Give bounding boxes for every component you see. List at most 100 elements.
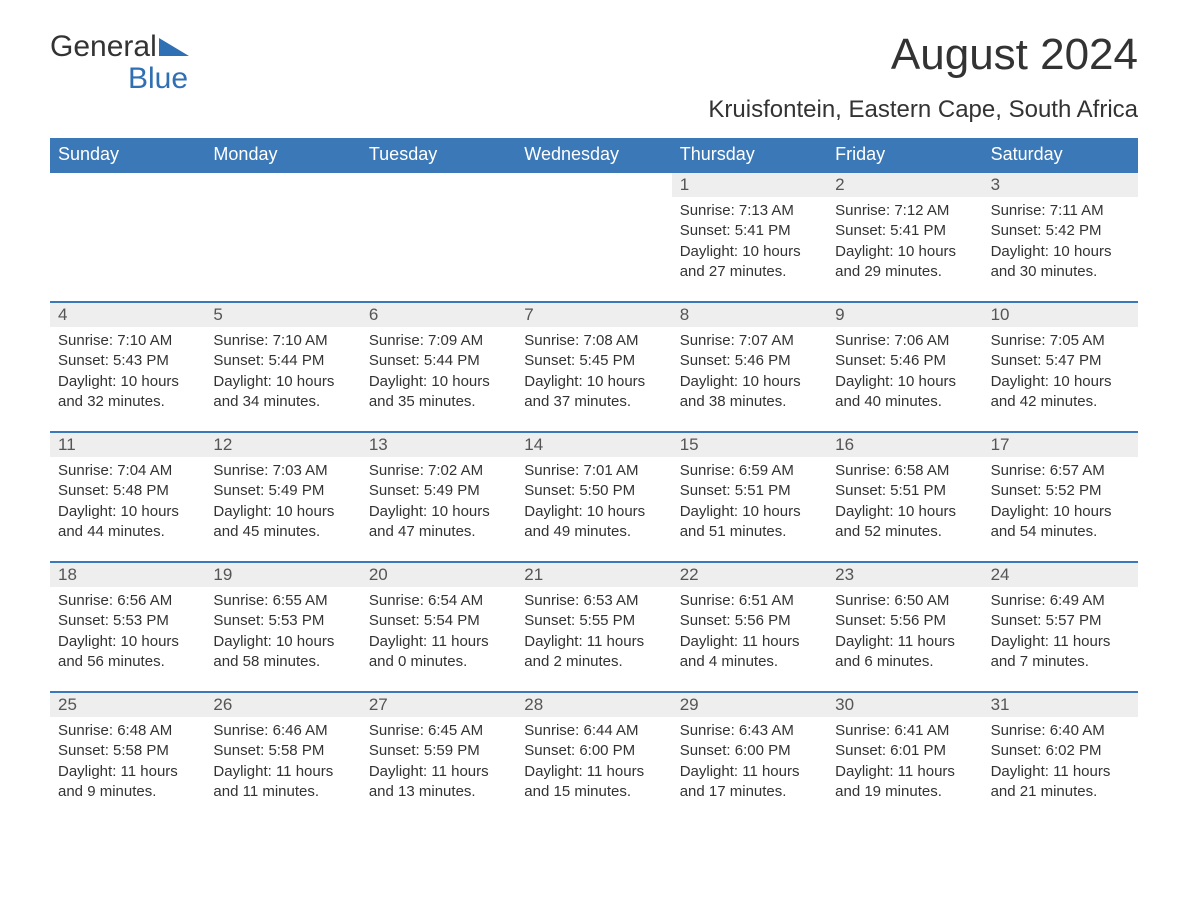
day-number: 3 <box>983 173 1138 197</box>
day-cell: 30Sunrise: 6:41 AMSunset: 6:01 PMDayligh… <box>827 691 982 821</box>
daylight-text: Daylight: 11 hours and 0 minutes. <box>369 632 508 673</box>
weekday-header: Tuesday <box>361 138 516 171</box>
sunset-text: Sunset: 5:51 PM <box>680 481 819 501</box>
sunset-text: Sunset: 5:42 PM <box>991 221 1130 241</box>
day-number: 14 <box>516 433 671 457</box>
day-number: 6 <box>361 303 516 327</box>
day-cell: 14Sunrise: 7:01 AMSunset: 5:50 PMDayligh… <box>516 431 671 561</box>
day-cell: 26Sunrise: 6:46 AMSunset: 5:58 PMDayligh… <box>205 691 360 821</box>
day-cell: 18Sunrise: 6:56 AMSunset: 5:53 PMDayligh… <box>50 561 205 691</box>
day-body: Sunrise: 7:01 AMSunset: 5:50 PMDaylight:… <box>516 457 671 556</box>
sunset-text: Sunset: 5:50 PM <box>524 481 663 501</box>
day-cell: 5Sunrise: 7:10 AMSunset: 5:44 PMDaylight… <box>205 301 360 431</box>
sunrise-text: Sunrise: 7:08 AM <box>524 331 663 351</box>
sunrise-text: Sunrise: 6:51 AM <box>680 591 819 611</box>
sunrise-text: Sunrise: 6:46 AM <box>213 721 352 741</box>
day-body: Sunrise: 7:06 AMSunset: 5:46 PMDaylight:… <box>827 327 982 426</box>
sunset-text: Sunset: 5:49 PM <box>369 481 508 501</box>
day-number: 15 <box>672 433 827 457</box>
sunrise-text: Sunrise: 6:44 AM <box>524 721 663 741</box>
sunset-text: Sunset: 6:00 PM <box>524 741 663 761</box>
day-number: 5 <box>205 303 360 327</box>
day-body: Sunrise: 6:53 AMSunset: 5:55 PMDaylight:… <box>516 587 671 686</box>
sunrise-text: Sunrise: 6:57 AM <box>991 461 1130 481</box>
day-cell <box>50 171 205 301</box>
day-body: Sunrise: 7:10 AMSunset: 5:44 PMDaylight:… <box>205 327 360 426</box>
sunrise-text: Sunrise: 6:53 AM <box>524 591 663 611</box>
day-cell <box>205 171 360 301</box>
daylight-text: Daylight: 10 hours and 42 minutes. <box>991 372 1130 413</box>
day-cell: 23Sunrise: 6:50 AMSunset: 5:56 PMDayligh… <box>827 561 982 691</box>
daylight-text: Daylight: 11 hours and 7 minutes. <box>991 632 1130 673</box>
calendar-grid: SundayMondayTuesdayWednesdayThursdayFrid… <box>50 138 1138 821</box>
weekday-header: Monday <box>205 138 360 171</box>
sunrise-text: Sunrise: 6:45 AM <box>369 721 508 741</box>
day-cell: 20Sunrise: 6:54 AMSunset: 5:54 PMDayligh… <box>361 561 516 691</box>
sunset-text: Sunset: 5:52 PM <box>991 481 1130 501</box>
sunset-text: Sunset: 5:55 PM <box>524 611 663 631</box>
day-number: 27 <box>361 693 516 717</box>
day-cell: 3Sunrise: 7:11 AMSunset: 5:42 PMDaylight… <box>983 171 1138 301</box>
day-body: Sunrise: 7:07 AMSunset: 5:46 PMDaylight:… <box>672 327 827 426</box>
daylight-text: Daylight: 10 hours and 58 minutes. <box>213 632 352 673</box>
day-number: 23 <box>827 563 982 587</box>
day-body: Sunrise: 6:40 AMSunset: 6:02 PMDaylight:… <box>983 717 1138 816</box>
day-number: 12 <box>205 433 360 457</box>
sunrise-text: Sunrise: 6:40 AM <box>991 721 1130 741</box>
weekday-header: Wednesday <box>516 138 671 171</box>
sunset-text: Sunset: 6:00 PM <box>680 741 819 761</box>
daylight-text: Daylight: 11 hours and 15 minutes. <box>524 762 663 803</box>
day-cell: 1Sunrise: 7:13 AMSunset: 5:41 PMDaylight… <box>672 171 827 301</box>
daylight-text: Daylight: 10 hours and 37 minutes. <box>524 372 663 413</box>
sunrise-text: Sunrise: 7:07 AM <box>680 331 819 351</box>
sunset-text: Sunset: 5:54 PM <box>369 611 508 631</box>
sunset-text: Sunset: 5:45 PM <box>524 351 663 371</box>
day-cell: 31Sunrise: 6:40 AMSunset: 6:02 PMDayligh… <box>983 691 1138 821</box>
day-cell: 22Sunrise: 6:51 AMSunset: 5:56 PMDayligh… <box>672 561 827 691</box>
daylight-text: Daylight: 11 hours and 9 minutes. <box>58 762 197 803</box>
daylight-text: Daylight: 11 hours and 13 minutes. <box>369 762 508 803</box>
day-body: Sunrise: 6:50 AMSunset: 5:56 PMDaylight:… <box>827 587 982 686</box>
day-body: Sunrise: 6:55 AMSunset: 5:53 PMDaylight:… <box>205 587 360 686</box>
sunset-text: Sunset: 5:49 PM <box>213 481 352 501</box>
day-cell: 27Sunrise: 6:45 AMSunset: 5:59 PMDayligh… <box>361 691 516 821</box>
day-cell: 13Sunrise: 7:02 AMSunset: 5:49 PMDayligh… <box>361 431 516 561</box>
daylight-text: Daylight: 10 hours and 35 minutes. <box>369 372 508 413</box>
day-cell: 28Sunrise: 6:44 AMSunset: 6:00 PMDayligh… <box>516 691 671 821</box>
day-cell: 9Sunrise: 7:06 AMSunset: 5:46 PMDaylight… <box>827 301 982 431</box>
sunset-text: Sunset: 5:48 PM <box>58 481 197 501</box>
sunrise-text: Sunrise: 7:11 AM <box>991 201 1130 221</box>
sunset-text: Sunset: 5:44 PM <box>213 351 352 371</box>
sunrise-text: Sunrise: 6:49 AM <box>991 591 1130 611</box>
day-body: Sunrise: 6:58 AMSunset: 5:51 PMDaylight:… <box>827 457 982 556</box>
sunrise-text: Sunrise: 7:06 AM <box>835 331 974 351</box>
day-number: 21 <box>516 563 671 587</box>
day-cell: 10Sunrise: 7:05 AMSunset: 5:47 PMDayligh… <box>983 301 1138 431</box>
day-number: 9 <box>827 303 982 327</box>
day-body: Sunrise: 7:04 AMSunset: 5:48 PMDaylight:… <box>50 457 205 556</box>
sunrise-text: Sunrise: 7:02 AM <box>369 461 508 481</box>
day-body: Sunrise: 6:57 AMSunset: 5:52 PMDaylight:… <box>983 457 1138 556</box>
location-subtitle: Kruisfontein, Eastern Cape, South Africa <box>50 96 1138 124</box>
sunset-text: Sunset: 5:58 PM <box>58 741 197 761</box>
daylight-text: Daylight: 10 hours and 32 minutes. <box>58 372 197 413</box>
sunrise-text: Sunrise: 6:43 AM <box>680 721 819 741</box>
day-body: Sunrise: 6:43 AMSunset: 6:00 PMDaylight:… <box>672 717 827 816</box>
daylight-text: Daylight: 10 hours and 49 minutes. <box>524 502 663 543</box>
sunset-text: Sunset: 5:58 PM <box>213 741 352 761</box>
weekday-header: Friday <box>827 138 982 171</box>
day-cell: 8Sunrise: 7:07 AMSunset: 5:46 PMDaylight… <box>672 301 827 431</box>
day-cell: 19Sunrise: 6:55 AMSunset: 5:53 PMDayligh… <box>205 561 360 691</box>
sunrise-text: Sunrise: 7:10 AM <box>58 331 197 351</box>
day-cell: 7Sunrise: 7:08 AMSunset: 5:45 PMDaylight… <box>516 301 671 431</box>
weekday-header: Sunday <box>50 138 205 171</box>
sunset-text: Sunset: 5:47 PM <box>991 351 1130 371</box>
day-number: 17 <box>983 433 1138 457</box>
logo-icon <box>159 30 189 64</box>
daylight-text: Daylight: 11 hours and 11 minutes. <box>213 762 352 803</box>
sunrise-text: Sunrise: 6:58 AM <box>835 461 974 481</box>
day-body: Sunrise: 7:09 AMSunset: 5:44 PMDaylight:… <box>361 327 516 426</box>
logo-word-2: Blue <box>128 62 188 95</box>
day-cell: 25Sunrise: 6:48 AMSunset: 5:58 PMDayligh… <box>50 691 205 821</box>
logo: General <box>50 30 191 64</box>
